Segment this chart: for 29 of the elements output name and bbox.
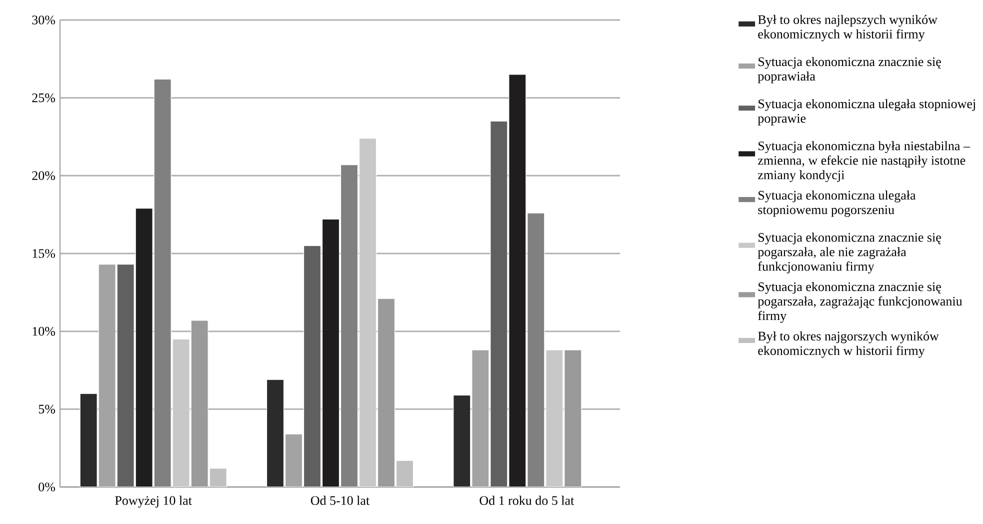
y-tick-label: 20% xyxy=(32,171,56,180)
bar xyxy=(453,394,471,487)
bar xyxy=(546,350,564,487)
y-tick-label: 10% xyxy=(32,326,56,336)
legend-label: Sytuacja ekonomiczna znacznie się poprawiała xyxy=(758,56,941,84)
x-tick-label: Od 1 roku do 5 lat xyxy=(480,496,574,505)
y-tick-label: 0% xyxy=(38,482,56,492)
y-tick-label: 25% xyxy=(32,93,56,102)
x-tick-label: Powyżej 10 lat xyxy=(115,496,192,508)
legend-label: Sytuacja ekonomiczna znacznie się pogarszała, ale nie zagrażała funkcjonowaniu firmy xyxy=(758,232,941,274)
legend-label: Sytuacja ekonomiczna ulegała stopniowemu pogorszeniu xyxy=(758,190,916,217)
legend-label: Sytuacja ekonomiczna znacznie się pogarszała, zagrażając funkcjonowaniu firmy xyxy=(758,282,962,323)
legend-label: Był to okres najgorszych wyników ekonomicznych w historii firmy xyxy=(758,331,939,358)
x-tick-label: Od 5-10 lat xyxy=(310,496,370,505)
bar xyxy=(172,338,190,487)
bar xyxy=(396,460,414,487)
legend-label: Sytuacja ekonomiczna była niestabilna – zmienna, w efekcie nie nastąpiły istotne zmiany kondycji xyxy=(758,141,970,182)
legend-label: Sytuacja ekonomiczna ulegała stopniowej poprawie xyxy=(758,99,975,126)
bar xyxy=(266,379,284,487)
bar xyxy=(135,208,153,487)
bar xyxy=(209,468,227,487)
legend-label: Był to okres najlepszych wyników ekonomicznych w historii firmy xyxy=(758,14,938,42)
y-tick-label: 30% xyxy=(32,16,56,24)
bar xyxy=(358,138,377,487)
y-tick-label: 15% xyxy=(32,249,56,258)
y-tick-label: 5% xyxy=(38,404,56,414)
bar xyxy=(322,218,340,487)
bar xyxy=(80,393,98,487)
bar xyxy=(508,74,526,487)
